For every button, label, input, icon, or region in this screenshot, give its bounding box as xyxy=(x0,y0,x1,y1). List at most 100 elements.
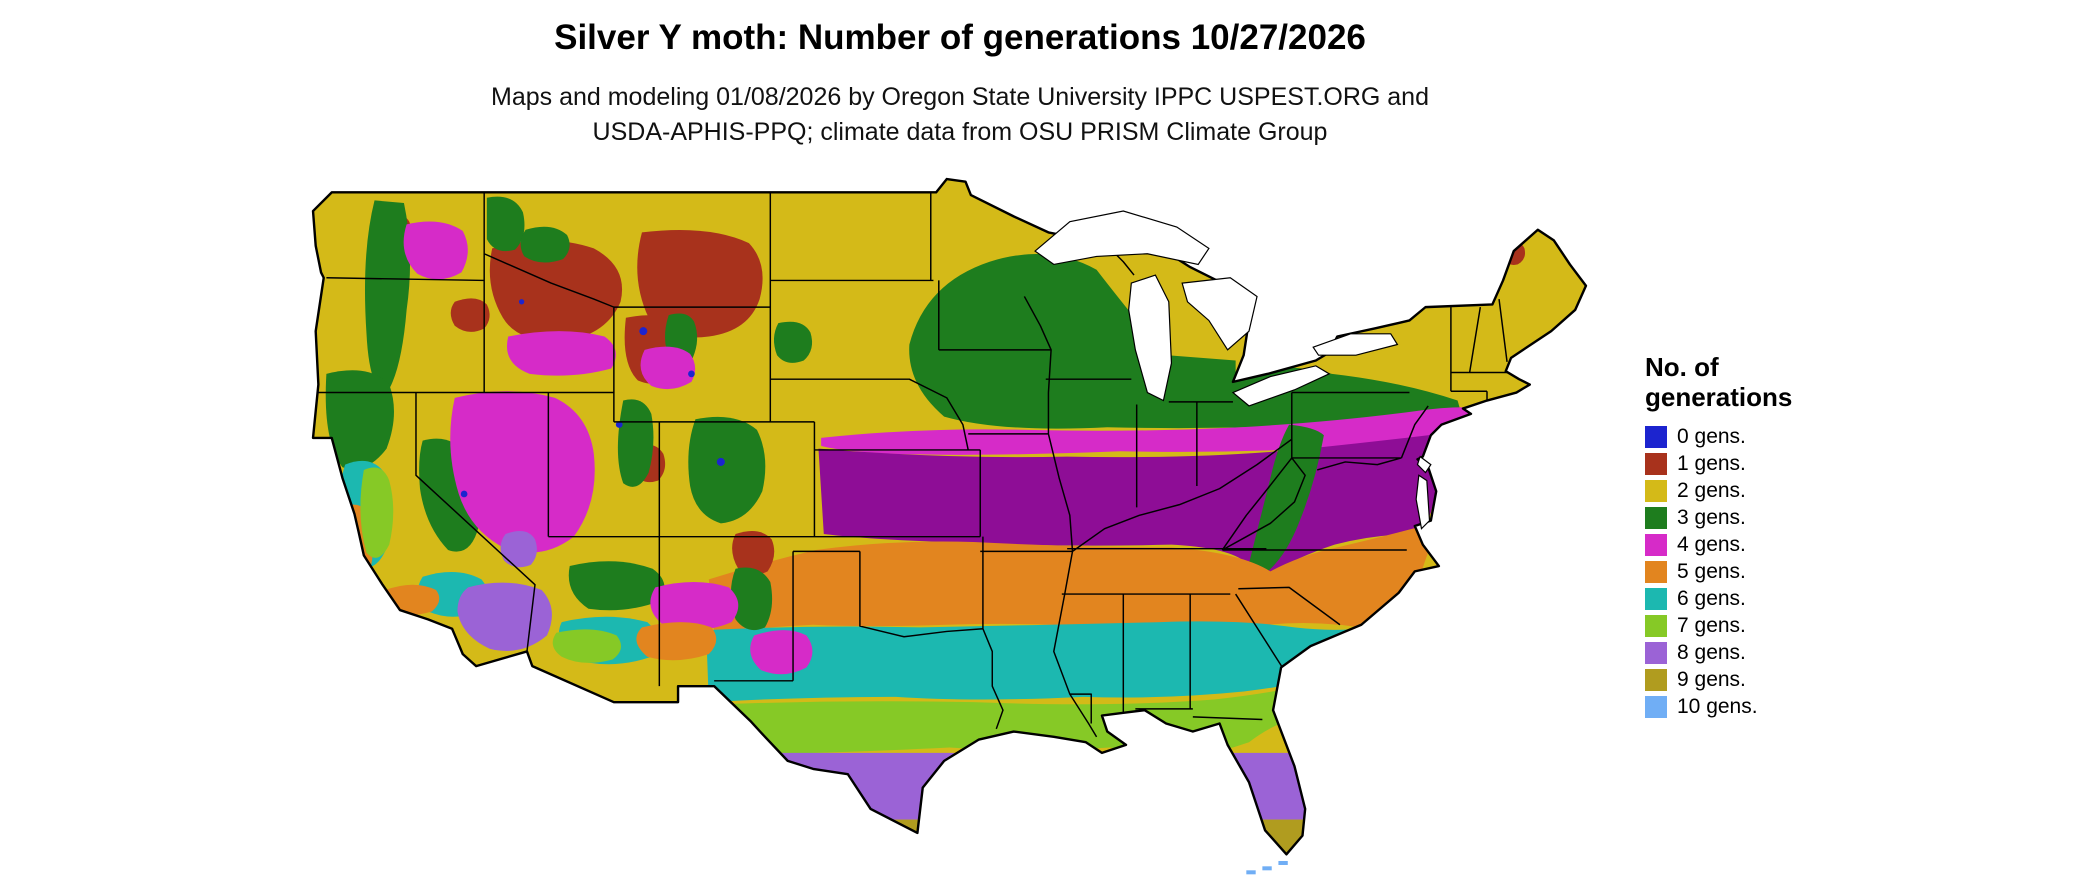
legend-swatch xyxy=(1645,426,1667,448)
legend-item: 6 gens. xyxy=(1645,587,1965,610)
band-5-gens xyxy=(708,525,1437,633)
legend-swatch xyxy=(1645,561,1667,583)
legend-item: 5 gens. xyxy=(1645,560,1965,583)
patch xyxy=(518,299,525,305)
patches-4-gens xyxy=(403,221,813,675)
page-title: Silver Y moth: Number of generations 10/… xyxy=(554,18,1366,57)
legend-item: 10 gens. xyxy=(1645,695,1965,718)
patch xyxy=(403,221,468,280)
legend-swatch xyxy=(1645,615,1667,637)
florida-keys xyxy=(1246,860,1288,875)
legend-title-line2: generations xyxy=(1645,382,1793,412)
legend-swatch xyxy=(1645,534,1667,556)
lake-superior xyxy=(1034,210,1210,266)
patches-8-gens xyxy=(457,531,552,651)
patch xyxy=(520,226,570,263)
legend-title: No. of generations xyxy=(1645,352,1965,412)
lake-michigan xyxy=(1128,274,1173,402)
patch xyxy=(637,229,763,338)
patch xyxy=(615,421,623,428)
legend: No. of generations 0 gens. 1 gens. 2 gen… xyxy=(1645,352,1965,723)
band-6-gens xyxy=(706,616,1418,703)
patch xyxy=(688,370,695,378)
lake-huron xyxy=(1181,277,1258,351)
legend-label: 4 gens. xyxy=(1677,533,1746,556)
legend-swatch xyxy=(1645,642,1667,664)
legend-label: 2 gens. xyxy=(1677,479,1746,502)
patch xyxy=(688,416,766,524)
patches-7-gens xyxy=(360,467,622,663)
patch xyxy=(640,346,696,390)
band-3-gens-michigan xyxy=(1166,355,1236,402)
patch xyxy=(568,561,665,611)
delaware-bay xyxy=(1416,455,1432,474)
patch xyxy=(650,582,739,630)
legend-items: 0 gens. 1 gens. 2 gens. 3 gens. 4 gens. … xyxy=(1645,425,1965,718)
patch xyxy=(489,240,623,342)
patch xyxy=(1262,866,1272,871)
patch xyxy=(460,490,468,498)
legend-label: 8 gens. xyxy=(1677,641,1746,664)
map-fills xyxy=(313,179,1586,855)
legend-title-line1: No. of xyxy=(1645,352,1719,382)
patch xyxy=(639,327,648,336)
legend-label: 6 gens. xyxy=(1677,587,1746,610)
band-9-gens xyxy=(679,819,1586,855)
patch xyxy=(750,630,813,675)
patch xyxy=(325,370,394,470)
header: Silver Y moth: Number of generations 10/… xyxy=(0,18,1920,150)
state-borders xyxy=(315,192,1508,738)
patch xyxy=(1278,860,1288,865)
legend-label: 7 gens. xyxy=(1677,614,1746,637)
patch xyxy=(450,391,595,553)
band-3-gens xyxy=(909,254,1463,429)
legend-item: 7 gens. xyxy=(1645,614,1965,637)
patch xyxy=(1246,870,1256,875)
patch xyxy=(457,582,552,651)
patch xyxy=(381,584,440,615)
legend-swatch xyxy=(1645,480,1667,502)
subtitle-line1: Maps and modeling 01/08/2026 by Oregon S… xyxy=(491,83,1429,111)
patch xyxy=(450,298,490,332)
legend-item: 3 gens. xyxy=(1645,506,1965,529)
patch xyxy=(486,196,525,252)
lake-erie xyxy=(1231,365,1331,407)
great-lakes xyxy=(1034,210,1432,530)
legend-item: 1 gens. xyxy=(1645,452,1965,475)
lake-ontario xyxy=(1312,333,1399,356)
band-8-gens xyxy=(679,752,1586,820)
legend-label: 3 gens. xyxy=(1677,506,1746,529)
patch xyxy=(360,467,394,558)
patch xyxy=(364,200,411,396)
patch xyxy=(716,457,725,466)
patch xyxy=(730,567,773,631)
appalachian-green-tongue xyxy=(1249,424,1324,575)
legend-swatch xyxy=(1645,588,1667,610)
legend-item: 9 gens. xyxy=(1645,668,1965,691)
legend-item: 0 gens. xyxy=(1645,425,1965,448)
patches-3-gens xyxy=(325,196,813,631)
legend-label: 5 gens. xyxy=(1677,560,1746,583)
us-outline xyxy=(311,177,1588,856)
legend-swatch xyxy=(1645,507,1667,529)
legend-label: 10 gens. xyxy=(1677,695,1758,718)
patch xyxy=(636,622,717,661)
band-4-gens xyxy=(821,407,1506,455)
patch xyxy=(732,531,775,575)
map-svg xyxy=(311,177,1588,875)
patch xyxy=(506,331,616,376)
legend-swatch xyxy=(1645,696,1667,718)
chesapeake-bay xyxy=(1415,474,1431,530)
patch xyxy=(500,531,537,568)
legend-swatch xyxy=(1645,669,1667,691)
us-generations-map xyxy=(305,171,1602,885)
patch xyxy=(773,321,813,363)
legend-label: 0 gens. xyxy=(1677,425,1746,448)
legend-label: 9 gens. xyxy=(1677,668,1746,691)
patch xyxy=(552,629,622,663)
patches-0-gens xyxy=(460,299,725,498)
legend-label: 1 gens. xyxy=(1677,452,1746,475)
subtitle-line2: USDA-APHIS-PPQ; climate data from OSU PR… xyxy=(592,118,1328,146)
legend-swatch xyxy=(1645,453,1667,475)
